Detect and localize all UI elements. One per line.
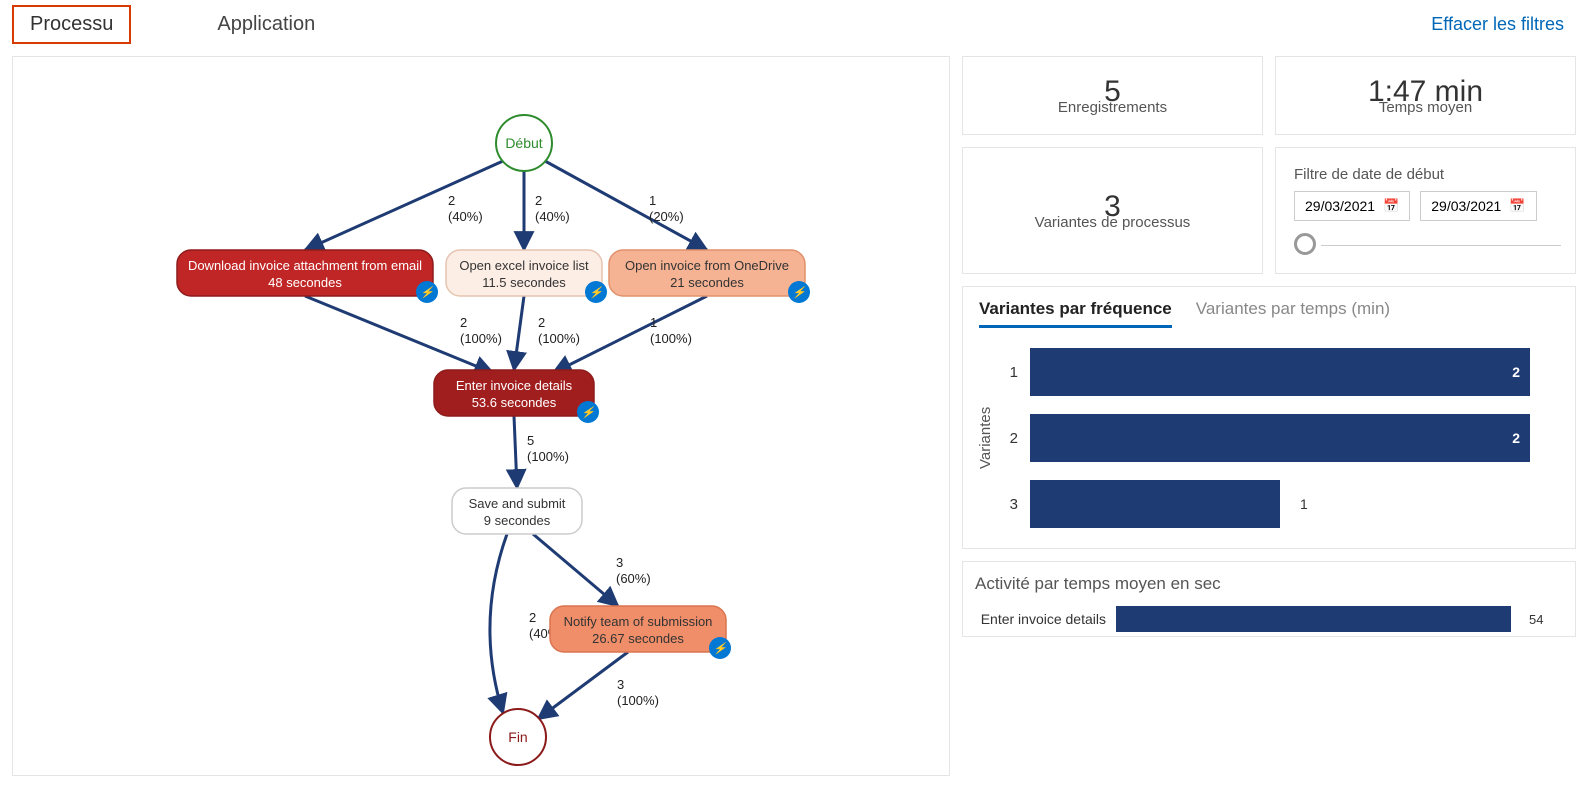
- date-from-value: 29/03/2021: [1305, 198, 1375, 214]
- svg-text:5: 5: [527, 433, 534, 448]
- variants-chart-panel: Variantes par fréquence Variantes par te…: [962, 286, 1576, 549]
- svg-text:Fin: Fin: [508, 729, 527, 745]
- chart-tab-time[interactable]: Variantes par temps (min): [1196, 299, 1390, 328]
- svg-text:(40%): (40%): [535, 209, 570, 224]
- freq-bar[interactable]: 2: [1030, 348, 1530, 396]
- svg-text:(20%): (20%): [649, 209, 684, 224]
- svg-text:Enter invoice details: Enter invoice details: [456, 378, 573, 393]
- tab-process[interactable]: Processu: [12, 5, 131, 44]
- svg-text:Début: Début: [505, 135, 542, 151]
- date-from-input[interactable]: 29/03/2021 📅: [1294, 191, 1410, 221]
- kpi-records-label: Enregistrements: [1058, 99, 1167, 116]
- svg-text:2: 2: [538, 315, 545, 330]
- freq-bar-category: 3: [1000, 496, 1018, 513]
- kpi-records-card: 5 Enregistrements: [962, 56, 1263, 135]
- activity-bar-row: Enter invoice details 54: [963, 602, 1575, 636]
- calendar-icon: 📅: [1509, 198, 1525, 214]
- freq-bar[interactable]: [1030, 480, 1280, 528]
- date-to-input[interactable]: 29/03/2021 📅: [1420, 191, 1536, 221]
- svg-text:⚡: ⚡: [589, 286, 604, 299]
- svg-text:9 secondes: 9 secondes: [484, 513, 551, 528]
- tab-application[interactable]: Application: [201, 7, 331, 42]
- calendar-icon: 📅: [1383, 198, 1399, 214]
- freq-chart-ylabel: Variantes: [971, 348, 1000, 528]
- svg-text:(100%): (100%): [538, 331, 580, 346]
- svg-text:21 secondes: 21 secondes: [670, 275, 744, 290]
- svg-text:(40%): (40%): [448, 209, 483, 224]
- svg-text:(100%): (100%): [650, 331, 692, 346]
- date-slider[interactable]: [1294, 233, 1316, 255]
- date-filter-title: Filtre de date de début: [1294, 166, 1444, 183]
- svg-text:2: 2: [529, 610, 536, 625]
- svg-text:3: 3: [617, 677, 624, 692]
- freq-bar-row: 12: [1000, 348, 1547, 396]
- freq-bar-value: 2: [1512, 430, 1520, 446]
- svg-text:11.5 secondes: 11.5 secondes: [482, 275, 566, 290]
- freq-bar-row: 31: [1000, 480, 1547, 528]
- date-filter-card: Filtre de date de début 29/03/2021 📅 29/…: [1275, 147, 1576, 274]
- activity-chart-panel: Activité par temps moyen en sec Enter in…: [962, 561, 1576, 637]
- svg-text:⚡: ⚡: [713, 642, 728, 655]
- svg-text:2: 2: [460, 315, 467, 330]
- svg-text:(100%): (100%): [460, 331, 502, 346]
- svg-text:Download invoice attachment fr: Download invoice attachment from email: [188, 258, 422, 273]
- svg-text:2: 2: [448, 193, 455, 208]
- process-flow-panel: 2(40%)2(40%)1(20%)2(100%)2(100%)1(100%)5…: [12, 56, 950, 776]
- svg-text:(100%): (100%): [617, 693, 659, 708]
- svg-text:2: 2: [535, 193, 542, 208]
- svg-text:3: 3: [616, 555, 623, 570]
- svg-text:48 secondes: 48 secondes: [268, 275, 342, 290]
- svg-text:Save and submit: Save and submit: [469, 496, 566, 511]
- kpi-variants-card: 3 Variantes de processus: [962, 147, 1263, 274]
- svg-text:⚡: ⚡: [581, 406, 596, 419]
- svg-text:1: 1: [649, 193, 656, 208]
- freq-bar-category: 2: [1000, 430, 1018, 447]
- svg-text:(60%): (60%): [616, 571, 651, 586]
- activity-bar[interactable]: [1116, 606, 1511, 632]
- activity-bar-value: 54: [1529, 612, 1543, 627]
- activity-bar-label: Enter invoice details: [971, 611, 1106, 627]
- svg-text:⚡: ⚡: [420, 286, 435, 299]
- clear-filters-link[interactable]: Effacer les filtres: [1431, 14, 1564, 35]
- svg-text:Notify team of submission: Notify team of submission: [564, 614, 713, 629]
- freq-bar-row: 22: [1000, 414, 1547, 462]
- freq-bar[interactable]: 2: [1030, 414, 1530, 462]
- activity-chart-title: Activité par temps moyen en sec: [963, 570, 1575, 602]
- kpi-avgtime-card: 1:47 min Temps moyen: [1275, 56, 1576, 135]
- svg-text:(100%): (100%): [527, 449, 569, 464]
- svg-text:26.67 secondes: 26.67 secondes: [592, 631, 684, 646]
- freq-bar-value: 2: [1512, 364, 1520, 380]
- svg-text:⚡: ⚡: [792, 286, 807, 299]
- svg-text:53.6 secondes: 53.6 secondes: [472, 395, 557, 410]
- kpi-variants-label: Variantes de processus: [1035, 214, 1191, 231]
- kpi-avgtime-label: Temps moyen: [1379, 99, 1472, 116]
- svg-text:Open invoice from OneDrive: Open invoice from OneDrive: [625, 258, 789, 273]
- freq-bar-category: 1: [1000, 364, 1018, 381]
- freq-bar-value: 1: [1300, 496, 1308, 512]
- date-to-value: 29/03/2021: [1431, 198, 1501, 214]
- svg-text:Open excel invoice list: Open excel invoice list: [459, 258, 589, 273]
- svg-text:1: 1: [650, 315, 657, 330]
- chart-tab-frequency[interactable]: Variantes par fréquence: [979, 299, 1172, 328]
